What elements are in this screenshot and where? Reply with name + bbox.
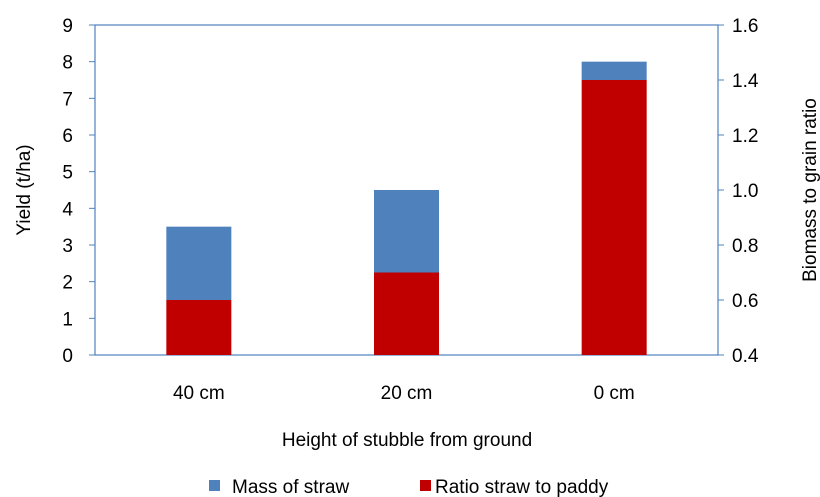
x-tick-label: 0 cm — [594, 383, 635, 404]
bar-ratio-straw-to-paddy — [581, 80, 647, 355]
y-axis-title: Yield (t/ha) — [14, 144, 35, 235]
y-tick-label: 5 — [62, 163, 73, 184]
bar-mass-of-straw — [581, 61, 647, 80]
y2-tick-label: 1.0 — [732, 181, 758, 202]
x-tick-label: 20 cm — [381, 383, 433, 404]
y-tick-label: 4 — [62, 199, 73, 220]
bar-mass-of-straw — [374, 190, 439, 273]
y-tick-label: 3 — [62, 236, 73, 257]
legend-label: Mass of straw — [232, 477, 349, 497]
y2-axis-title: Biomass to grain ratio — [800, 98, 820, 282]
legend-swatch — [420, 480, 431, 491]
bar-ratio-straw-to-paddy — [374, 272, 439, 355]
y-tick-label: 0 — [62, 346, 73, 367]
y2-tick-label: 1.4 — [732, 71, 759, 92]
y-tick-label: 1 — [62, 309, 73, 330]
y2-tick-label: 1.6 — [732, 16, 758, 37]
bar-mass-of-straw — [166, 226, 232, 300]
y2-tick-label: 0.6 — [732, 291, 758, 312]
y-tick-label: 8 — [62, 53, 73, 74]
y2-tick-label: 0.4 — [732, 346, 759, 367]
bar-ratio-straw-to-paddy — [166, 300, 232, 355]
y-tick-label: 6 — [62, 126, 73, 147]
y-tick-label: 9 — [62, 16, 73, 37]
legend: Mass of straw Ratio straw to paddy — [209, 477, 609, 497]
x-tick-label: 40 cm — [173, 383, 225, 404]
y-tick-label: 2 — [62, 273, 73, 294]
legend-label: Ratio straw to paddy — [435, 477, 609, 497]
y-tick-label: 7 — [62, 89, 73, 110]
y2-tick-label: 1.2 — [732, 126, 758, 147]
x-axis-title: Height of stubble from ground — [282, 430, 532, 451]
legend-swatch — [209, 480, 220, 491]
y2-tick-label: 0.8 — [732, 236, 758, 257]
